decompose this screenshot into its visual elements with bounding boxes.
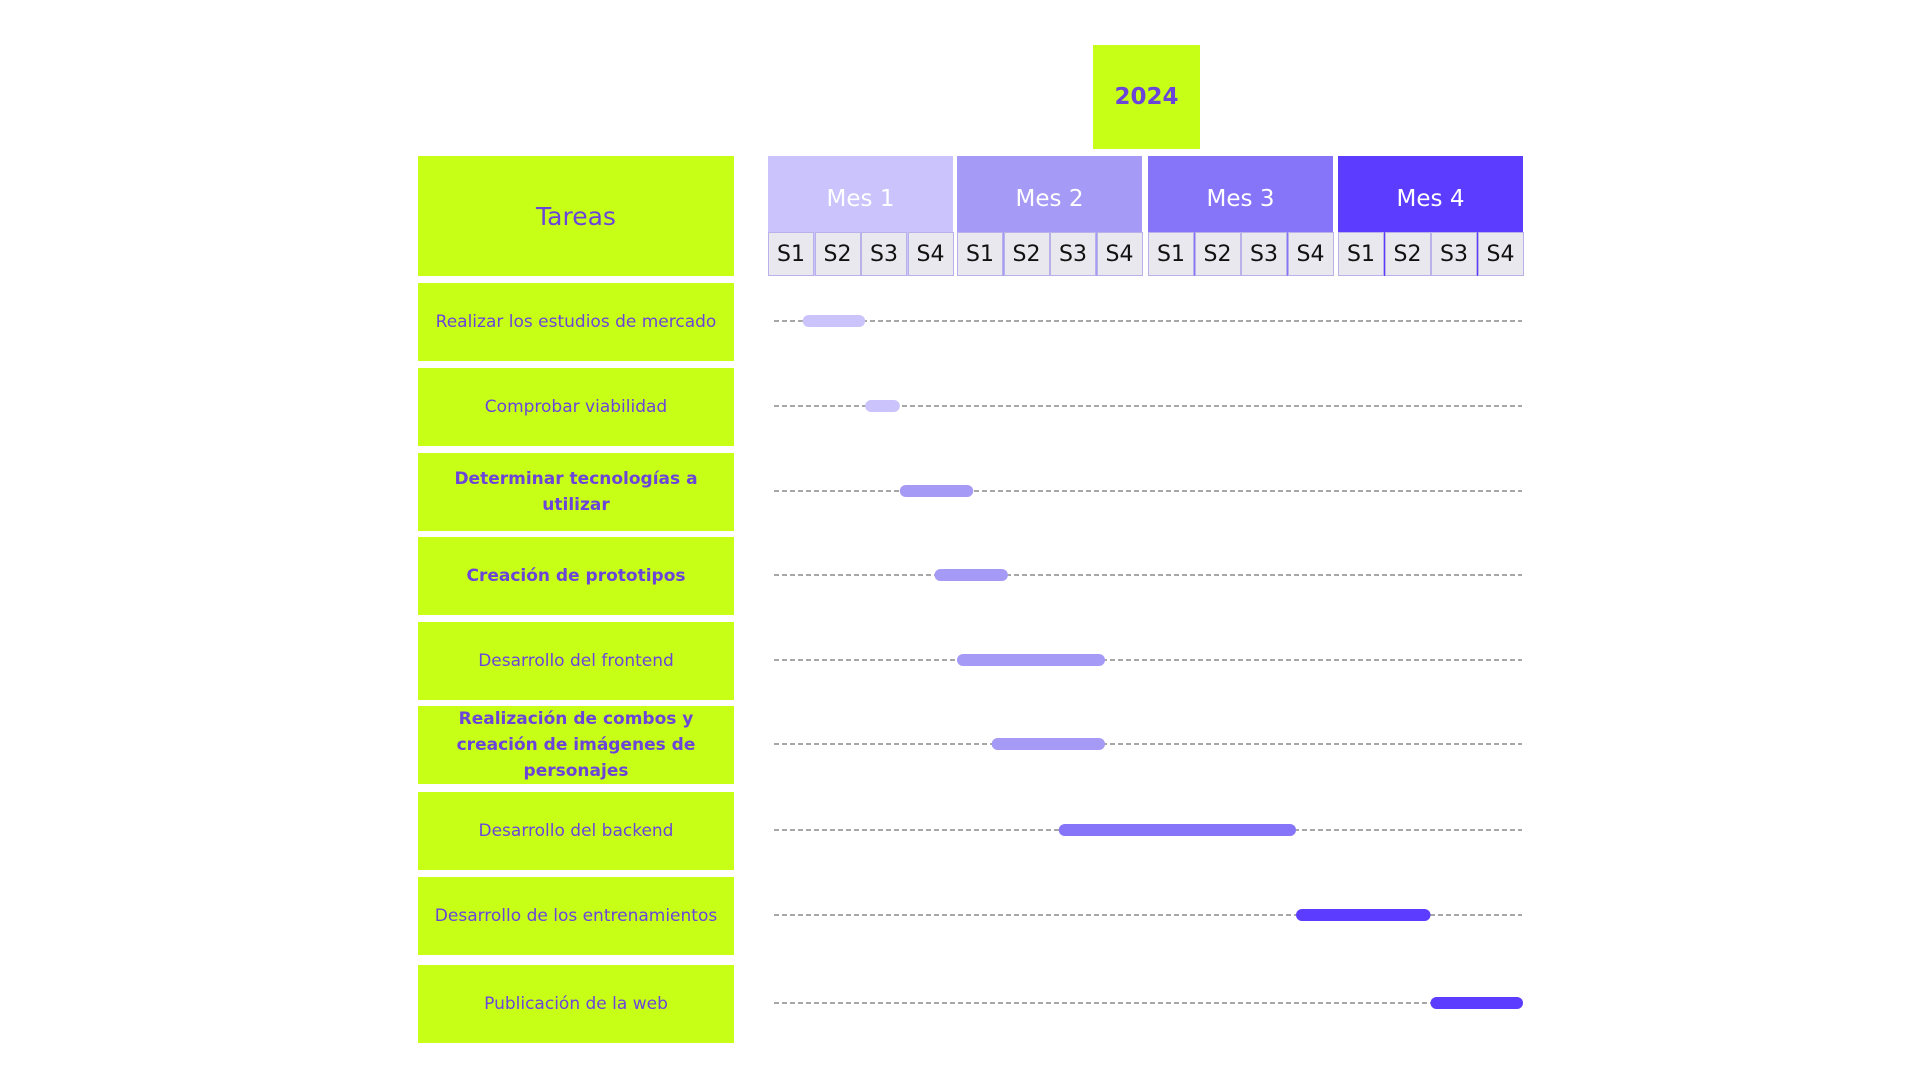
task-label: Creación de prototipos (418, 537, 734, 615)
task-bar (991, 738, 1105, 750)
week-label: S1 (1148, 232, 1194, 276)
week-label: S1 (957, 232, 1003, 276)
task-label: Desarrollo de los entrenamientos (418, 877, 734, 955)
week-label: S3 (1431, 232, 1477, 276)
task-label: Determinar tecnologías a utilizar (418, 453, 734, 531)
week-label: S2 (814, 232, 861, 276)
task-bar (957, 654, 1105, 666)
tasks-header: Tareas (418, 156, 734, 276)
task-label: Realización de combos y creación de imág… (418, 706, 734, 784)
week-label: S2 (1384, 232, 1431, 276)
week-label: S4 (1287, 232, 1334, 276)
week-label: S3 (1241, 232, 1287, 276)
week-label: S2 (1194, 232, 1241, 276)
week-label: S4 (1477, 232, 1524, 276)
task-bar (934, 569, 1008, 581)
week-label: S4 (907, 232, 954, 276)
task-label: Desarrollo del backend (418, 792, 734, 870)
week-label: S3 (1050, 232, 1096, 276)
week-label: S2 (1003, 232, 1050, 276)
week-label: S1 (1338, 232, 1384, 276)
task-bar (899, 485, 974, 497)
task-bar (802, 315, 866, 327)
week-label: S1 (768, 232, 814, 276)
week-label: S3 (861, 232, 907, 276)
task-bar (1058, 824, 1296, 836)
year-badge: 2024 (1093, 45, 1200, 149)
week-label: S4 (1096, 232, 1143, 276)
task-bar (1296, 909, 1431, 921)
task-label: Desarrollo del frontend (418, 622, 734, 700)
task-label: Realizar los estudios de mercado (418, 283, 734, 361)
task-label: Publicación de la web (418, 965, 734, 1043)
task-bar (865, 400, 900, 412)
task-label: Comprobar viabilidad (418, 368, 734, 446)
task-bar (1430, 997, 1523, 1009)
